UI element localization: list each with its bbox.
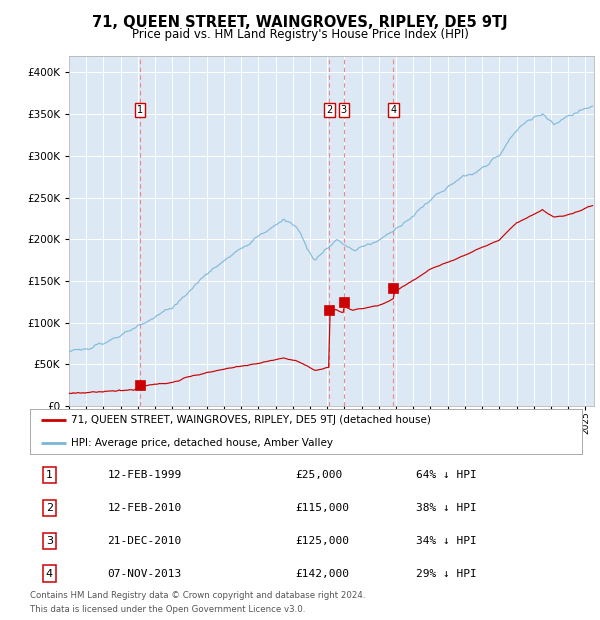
Text: £125,000: £125,000 <box>295 536 349 546</box>
Text: 71, QUEEN STREET, WAINGROVES, RIPLEY, DE5 9TJ: 71, QUEEN STREET, WAINGROVES, RIPLEY, DE… <box>92 15 508 30</box>
Text: Contains HM Land Registry data © Crown copyright and database right 2024.: Contains HM Land Registry data © Crown c… <box>30 591 365 601</box>
Text: 4: 4 <box>46 569 53 578</box>
Text: 1: 1 <box>46 470 53 480</box>
Text: 2: 2 <box>326 105 332 115</box>
Text: This data is licensed under the Open Government Licence v3.0.: This data is licensed under the Open Gov… <box>30 605 305 614</box>
Text: Price paid vs. HM Land Registry's House Price Index (HPI): Price paid vs. HM Land Registry's House … <box>131 28 469 41</box>
Text: 1: 1 <box>137 105 143 115</box>
Text: HPI: Average price, detached house, Amber Valley: HPI: Average price, detached house, Ambe… <box>71 438 334 448</box>
Text: 3: 3 <box>46 536 53 546</box>
Text: 4: 4 <box>391 105 397 115</box>
Text: 71, QUEEN STREET, WAINGROVES, RIPLEY, DE5 9TJ (detached house): 71, QUEEN STREET, WAINGROVES, RIPLEY, DE… <box>71 415 431 425</box>
Text: 07-NOV-2013: 07-NOV-2013 <box>107 569 182 578</box>
Text: 3: 3 <box>341 105 347 115</box>
Text: 21-DEC-2010: 21-DEC-2010 <box>107 536 182 546</box>
Text: 29% ↓ HPI: 29% ↓ HPI <box>416 569 477 578</box>
Text: 12-FEB-2010: 12-FEB-2010 <box>107 503 182 513</box>
Text: 2: 2 <box>46 503 53 513</box>
Text: 12-FEB-1999: 12-FEB-1999 <box>107 470 182 480</box>
Text: 34% ↓ HPI: 34% ↓ HPI <box>416 536 477 546</box>
Text: £142,000: £142,000 <box>295 569 349 578</box>
Text: 38% ↓ HPI: 38% ↓ HPI <box>416 503 477 513</box>
Text: 64% ↓ HPI: 64% ↓ HPI <box>416 470 477 480</box>
Text: £115,000: £115,000 <box>295 503 349 513</box>
Text: £25,000: £25,000 <box>295 470 342 480</box>
